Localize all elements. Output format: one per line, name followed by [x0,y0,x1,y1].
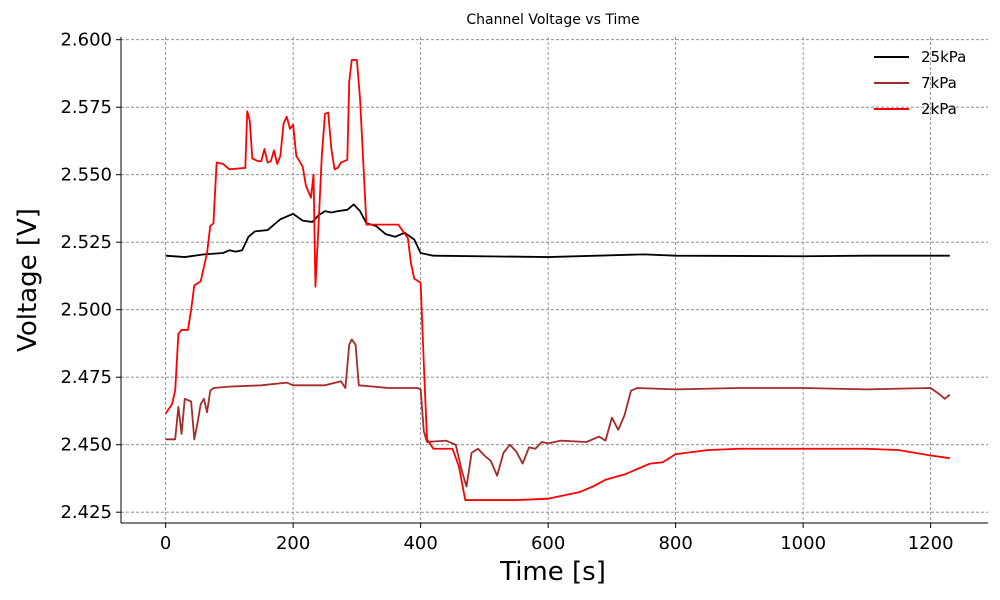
x-tick-label: 200 [276,533,310,554]
y-tick-label: 2.600 [60,30,112,51]
y-tick-label: 2.575 [60,97,112,118]
tick-labels: 0 200 400 600 800 1000 1200 2.425 2.450 2.475 2.50… [60,30,953,554]
chart-title: Channel Voltage vs Time [466,12,639,28]
series-line-25kPa [165,203,950,258]
y-tick-label: 2.425 [60,502,112,523]
axes [116,37,988,528]
grid-lines [121,37,988,523]
x-tick-label: 0 [160,533,171,554]
series-line-2kPa [164,59,950,501]
x-tick-label: 600 [531,533,565,554]
y-axis-title: Voltage [V] [13,208,43,352]
y-tick-label: 2.550 [60,165,112,186]
x-tick-label: 1200 [908,533,954,554]
y-tick-label: 2.500 [60,300,112,321]
legend: 25kPa 7kPa 2kPa [874,48,966,118]
legend-label-2kPa: 2kPa [921,100,957,118]
plot-series [164,59,951,501]
y-tick-label: 2.475 [60,367,112,388]
y-tick-label: 2.450 [60,435,112,456]
y-tick-label: 2.525 [60,232,112,253]
legend-label-7kPa: 7kPa [921,74,957,92]
x-axis-title: Time [s] [499,557,606,587]
x-tick-label: 1000 [780,533,826,554]
x-tick-label: 400 [403,533,437,554]
series-line-7kPa [165,338,951,488]
legend-label-25kPa: 25kPa [921,48,966,66]
x-tick-label: 800 [658,533,692,554]
